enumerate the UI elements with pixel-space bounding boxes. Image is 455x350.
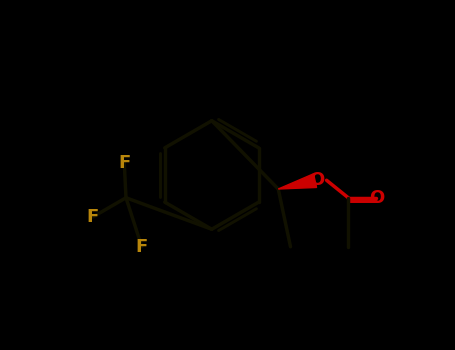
Text: F: F <box>136 238 148 256</box>
Text: F: F <box>118 154 131 172</box>
Text: O: O <box>309 171 324 189</box>
Text: O: O <box>369 189 384 207</box>
Text: F: F <box>86 208 99 226</box>
Polygon shape <box>278 174 317 189</box>
